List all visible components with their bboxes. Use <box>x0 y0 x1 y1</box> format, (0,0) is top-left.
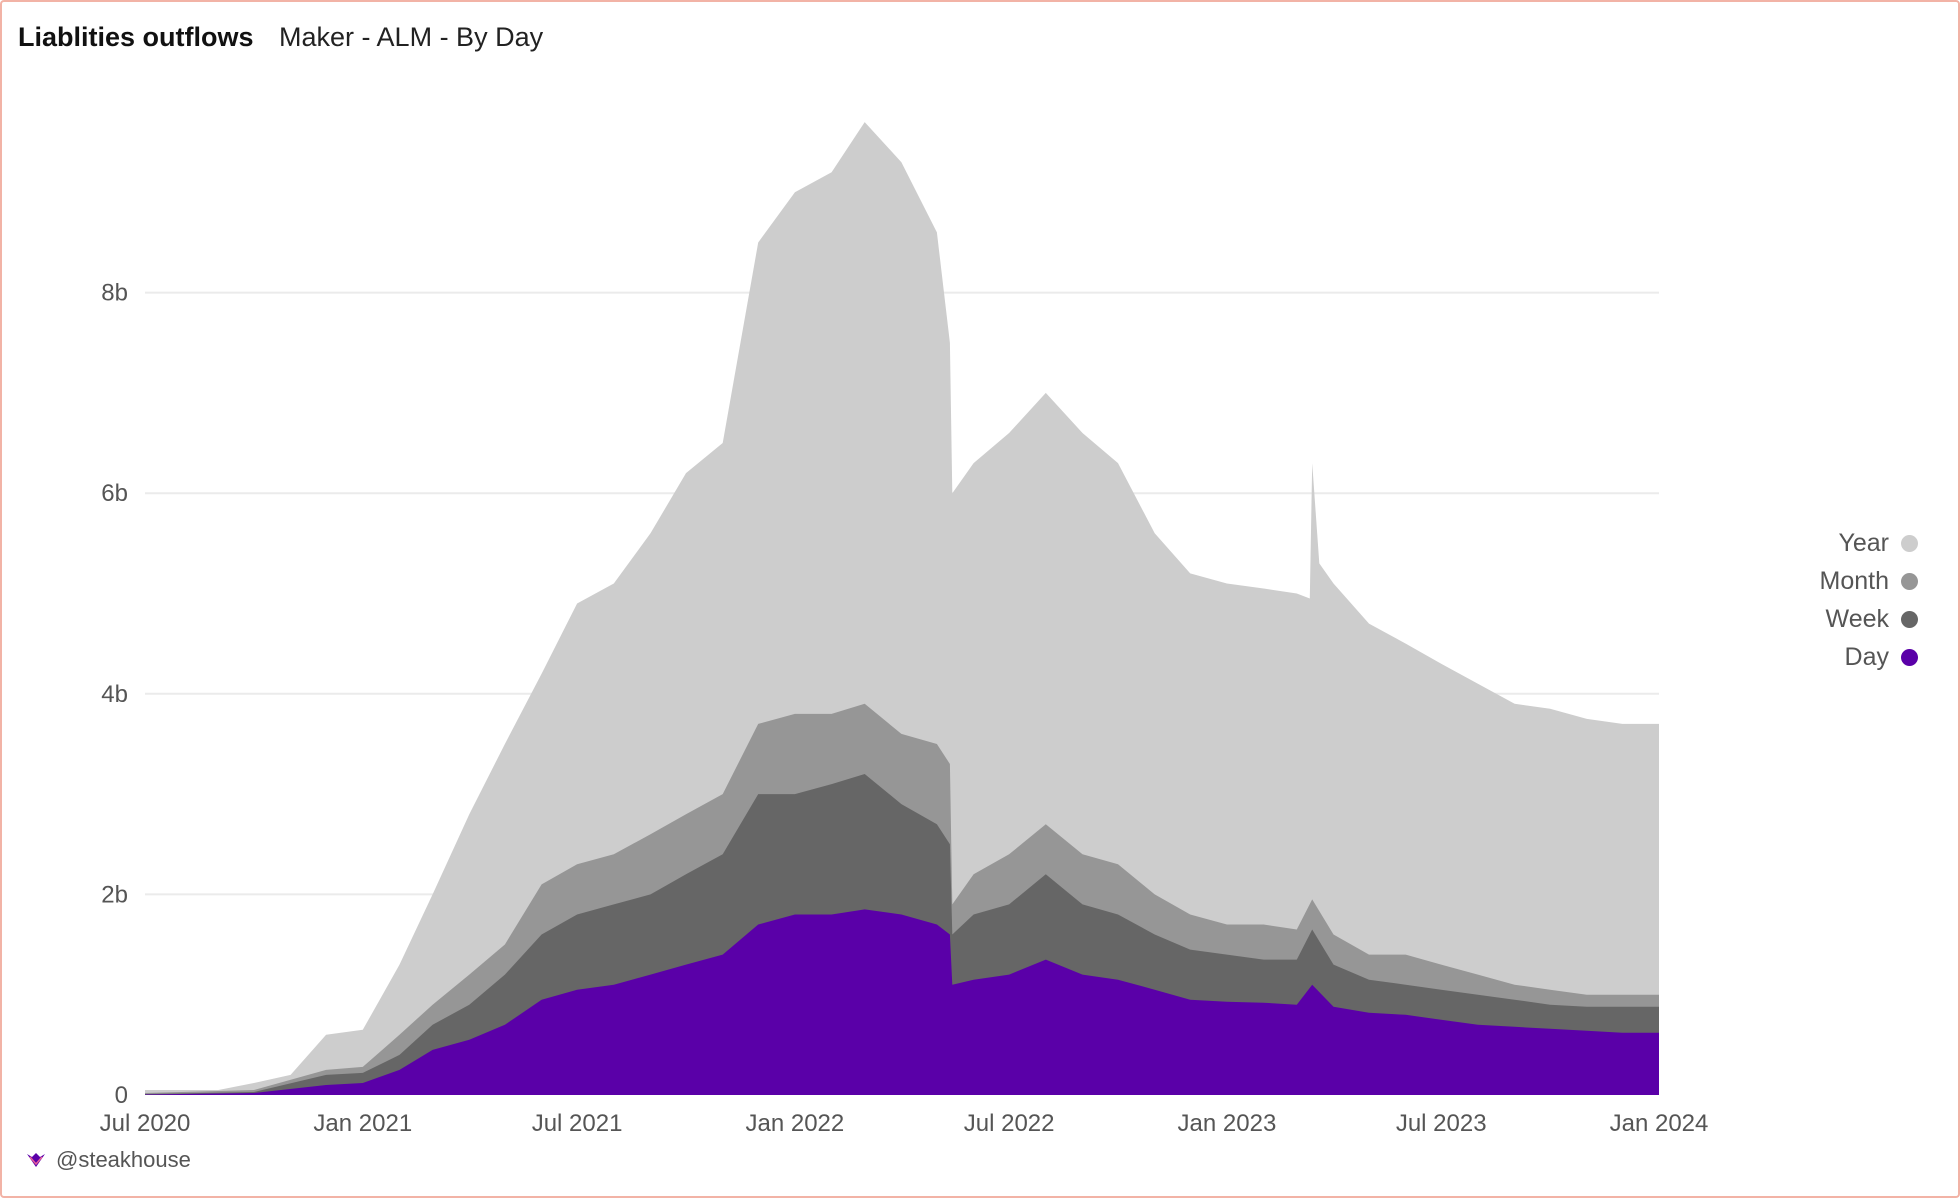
x-tick-label: Jan 2023 <box>1178 1110 1277 1137</box>
axis-layer: 0 2b 4b 6b 8b Jul 2020 Jan 2021 Jul 2021 Jan 202… <box>100 280 1709 1137</box>
y-tick-label: 6b <box>101 480 128 507</box>
x-tick-label: Jul 2023 <box>1396 1110 1487 1137</box>
legend: Year Month Week Day <box>1820 524 1918 676</box>
legend-dot-icon <box>1901 648 1918 666</box>
series-area-day <box>145 909 1659 1095</box>
legend-item-month[interactable]: Month <box>1820 562 1918 600</box>
legend-dot-icon <box>1901 572 1918 590</box>
legend-label: Week <box>1825 604 1889 633</box>
x-tick-label: Jan 2021 <box>313 1110 412 1137</box>
y-tick-label: 2b <box>101 881 128 908</box>
x-tick-label: Jul 2020 <box>100 1110 191 1137</box>
area-layer <box>145 122 1659 1096</box>
x-tick-label: Jul 2021 <box>532 1110 623 1137</box>
legend-item-day[interactable]: Day <box>1820 638 1918 676</box>
chart-header: Liablities outflows Maker - ALM - By Day <box>18 22 543 53</box>
legend-label: Month <box>1819 566 1889 595</box>
steakhouse-logo-icon <box>27 1153 45 1167</box>
legend-dot-icon <box>1901 610 1918 628</box>
legend-label: Day <box>1844 642 1889 671</box>
y-tick-label: 4b <box>101 681 128 708</box>
x-tick-label: Jan 2022 <box>745 1110 844 1137</box>
legend-item-week[interactable]: Week <box>1820 600 1918 638</box>
chart-title: Liablities outflows <box>18 22 254 52</box>
y-tick-label: 8b <box>101 280 128 307</box>
footer-handle: @steakhouse <box>56 1147 191 1172</box>
series-area-year <box>145 122 1659 1096</box>
x-tick-label: Jul 2022 <box>964 1110 1055 1137</box>
footer: @steakhouse <box>26 1147 191 1173</box>
legend-label: Year <box>1838 528 1889 557</box>
x-tick-label: Jan 2024 <box>1610 1110 1709 1137</box>
legend-dot-icon <box>1901 534 1918 552</box>
chart-subtitle: Maker - ALM - By Day <box>279 22 544 52</box>
legend-item-year[interactable]: Year <box>1820 524 1918 562</box>
y-tick-label: 0 <box>115 1082 128 1109</box>
